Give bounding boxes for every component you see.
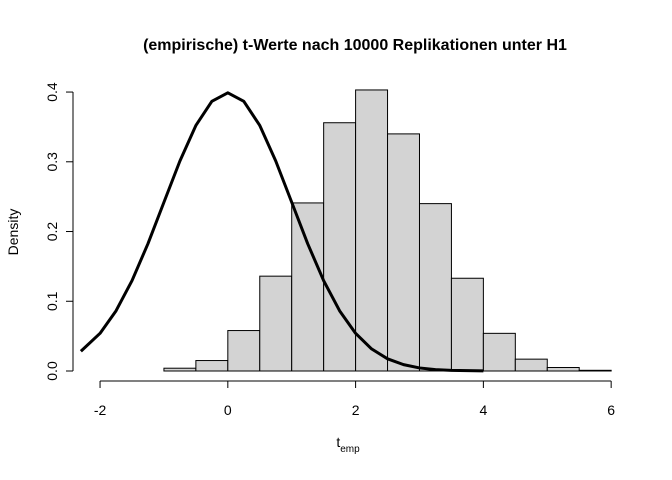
y-tick-label: 0.2 bbox=[44, 222, 60, 242]
y-axis-label: Density bbox=[5, 209, 21, 256]
y-tick-label: 0.3 bbox=[44, 152, 60, 172]
bar bbox=[546, 367, 580, 372]
bar bbox=[578, 369, 612, 372]
bar bbox=[387, 133, 420, 372]
x-tick-label: 0 bbox=[224, 402, 232, 418]
y-tick-label: 0.4 bbox=[44, 82, 60, 102]
y-tick-label: 0.1 bbox=[44, 291, 60, 311]
bar bbox=[482, 332, 516, 372]
bar bbox=[514, 358, 548, 372]
x-label-sub: emp bbox=[340, 444, 360, 455]
x-axis-label: temp bbox=[336, 434, 360, 455]
density-curve bbox=[79, 91, 484, 373]
bar bbox=[163, 367, 197, 372]
chart-title: (empirische) t-Werte nach 10000 Replikat… bbox=[143, 37, 567, 54]
bar bbox=[450, 277, 484, 372]
bar bbox=[418, 203, 452, 372]
bar bbox=[227, 330, 261, 372]
x-tick-label: -2 bbox=[94, 402, 107, 418]
bar bbox=[323, 122, 357, 372]
bar bbox=[355, 89, 389, 372]
y-tick-label: 0.0 bbox=[44, 361, 60, 381]
x-tick-label: 2 bbox=[352, 402, 360, 418]
x-tick-label: 6 bbox=[607, 402, 615, 418]
x-label-main: t bbox=[336, 434, 340, 450]
x-tick-label: 4 bbox=[479, 402, 487, 418]
bar bbox=[259, 275, 293, 372]
bar bbox=[291, 202, 325, 372]
bar bbox=[195, 360, 229, 372]
